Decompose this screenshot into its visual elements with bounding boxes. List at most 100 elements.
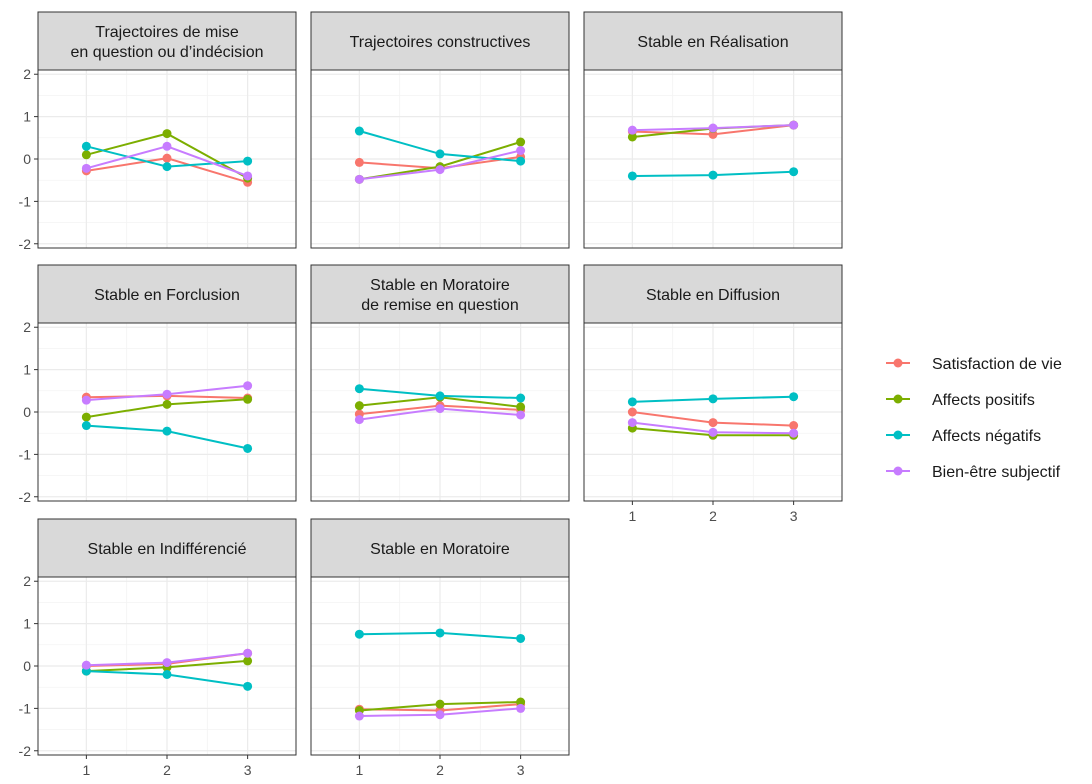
x-tick-label: 3	[517, 762, 525, 778]
data-point	[435, 404, 445, 414]
data-point	[789, 392, 799, 402]
y-tick-label: 2	[23, 66, 31, 82]
panel-border	[310, 322, 570, 502]
data-point	[516, 410, 526, 420]
data-point	[627, 418, 637, 428]
data-point	[435, 699, 445, 709]
data-point	[81, 163, 91, 173]
data-point	[789, 428, 799, 438]
data-point	[243, 394, 253, 404]
data-point	[627, 397, 637, 407]
y-tick-label: -1	[19, 446, 32, 462]
panel-7: Stable en Indifférencié -2 -1 0 1 2 1 2 3	[19, 518, 297, 778]
panel-8: Stable en Moratoire 1 2 3	[310, 518, 570, 778]
data-point	[627, 171, 637, 181]
data-point	[789, 421, 799, 431]
y-tick-label: -2	[19, 489, 32, 505]
panel-title: Stable en Forclusion	[94, 287, 240, 304]
y-tick-label: 0	[23, 404, 31, 420]
data-point	[708, 427, 718, 437]
data-point	[435, 149, 445, 159]
legend-key-point	[893, 394, 903, 404]
legend-label: Bien-être subjectif	[932, 464, 1061, 481]
panel-border	[583, 69, 843, 249]
x-tick-label: 1	[82, 762, 90, 778]
y-tick-label: 0	[23, 151, 31, 167]
data-point	[708, 394, 718, 404]
y-tick-label: 1	[23, 362, 31, 378]
x-tick-label: 1	[355, 762, 363, 778]
panel-border	[310, 69, 570, 249]
x-tick-label: 2	[163, 762, 171, 778]
data-point	[81, 421, 91, 431]
data-point	[81, 660, 91, 670]
data-point	[435, 391, 445, 401]
y-tick-label: 2	[23, 319, 31, 335]
y-tick-label: -1	[19, 700, 32, 716]
data-point	[435, 165, 445, 175]
data-point	[435, 710, 445, 720]
y-tick-label: 1	[23, 109, 31, 125]
panel-strip	[310, 518, 570, 578]
legend-label: Satisfaction de vie	[932, 356, 1062, 373]
data-point	[81, 141, 91, 151]
y-tick-label: 2	[23, 573, 31, 589]
data-point	[354, 401, 364, 411]
panel-strip	[37, 11, 297, 71]
panel-3: Stable en Réalisation	[583, 11, 843, 249]
data-point	[81, 412, 91, 422]
data-point	[162, 389, 172, 399]
y-tick-label: -1	[19, 193, 32, 209]
data-point	[243, 443, 253, 453]
panel-strip	[37, 264, 297, 324]
panel-title: Stable en Moratoire	[370, 541, 510, 558]
data-point	[627, 125, 637, 135]
panel-title: Trajectoires de mise	[95, 24, 239, 41]
panel-6: Stable en Diffusion 1 2 3	[583, 264, 843, 524]
data-point	[708, 123, 718, 133]
data-point	[789, 120, 799, 130]
data-point	[516, 633, 526, 643]
data-point	[708, 418, 718, 428]
y-tick-label: -2	[19, 743, 32, 759]
data-point	[354, 174, 364, 184]
x-tick-label: 2	[436, 762, 444, 778]
data-point	[162, 399, 172, 409]
legend-label: Affects négatifs	[932, 428, 1041, 445]
data-point	[162, 141, 172, 151]
data-point	[627, 407, 637, 417]
data-point	[627, 132, 637, 142]
panel-1: Trajectoires de mise en question ou d’ind…	[19, 11, 297, 252]
data-point	[243, 648, 253, 658]
data-point	[243, 681, 253, 691]
data-point	[516, 393, 526, 403]
data-point	[354, 384, 364, 394]
data-point	[162, 162, 172, 172]
data-point	[516, 137, 526, 147]
data-point	[81, 150, 91, 160]
data-point	[162, 153, 172, 163]
data-point	[516, 146, 526, 156]
legend-key-point	[893, 430, 903, 440]
panel-title: Stable en Moratoire	[370, 277, 510, 294]
data-point	[162, 129, 172, 139]
panel-title: Stable en Diffusion	[646, 287, 780, 304]
data-point	[516, 703, 526, 713]
panel-strip	[583, 264, 843, 324]
data-point	[243, 171, 253, 181]
data-point	[162, 658, 172, 668]
data-point	[81, 395, 91, 405]
legend-key-point	[893, 466, 903, 476]
data-point	[789, 167, 799, 177]
y-tick-label: 1	[23, 616, 31, 632]
data-point	[354, 711, 364, 721]
data-point	[516, 697, 526, 707]
panel-strip	[583, 11, 843, 71]
data-point	[354, 126, 364, 136]
data-point	[435, 628, 445, 638]
y-tick-label: 0	[23, 658, 31, 674]
data-point	[708, 170, 718, 180]
legend: Satisfaction de vie Affects positifs Affec…	[886, 356, 1062, 481]
x-tick-label: 1	[628, 508, 636, 524]
